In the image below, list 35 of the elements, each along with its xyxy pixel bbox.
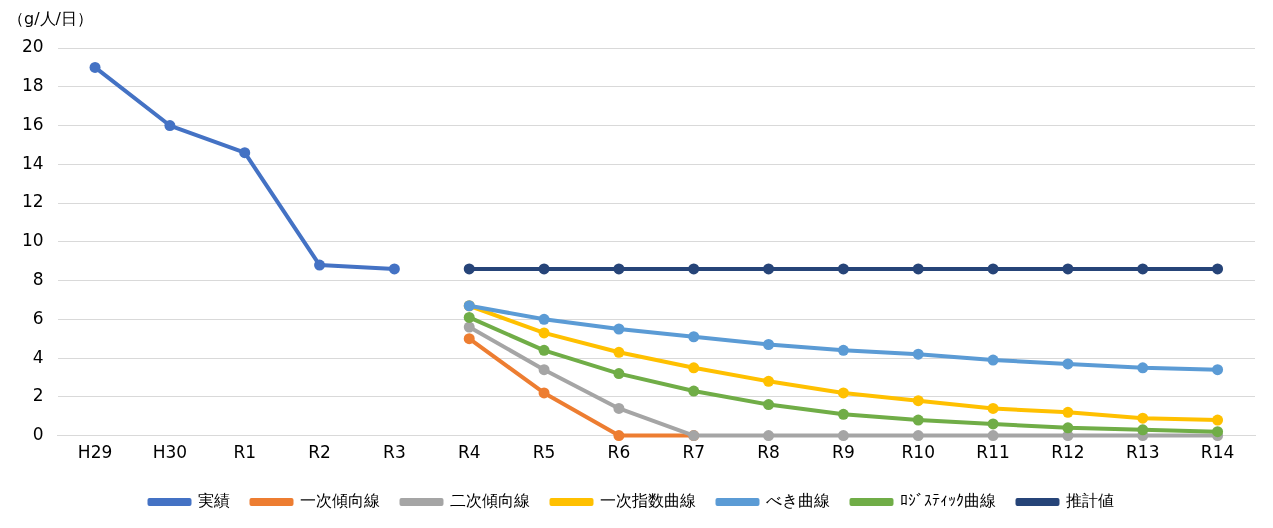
legend-label: 一次傾向線 [299, 491, 380, 511]
x-tick-label: R14 [1200, 442, 1235, 463]
y-tick-label: 14 [21, 152, 44, 173]
x-tick-label: R1 [233, 442, 257, 463]
x-tick-label: R2 [308, 442, 331, 463]
x-tick-label: H29 [77, 442, 113, 463]
legend-label: ﾛｼﾞｽﾃｨｯｸ曲線 [899, 491, 996, 511]
y-tick-label: 18 [21, 75, 44, 96]
y-tick-label: 12 [21, 191, 44, 212]
x-tick-label: R13 [1126, 442, 1160, 463]
x-tick-label: R7 [682, 442, 706, 463]
legend-label: べき曲線 [765, 491, 830, 511]
y-tick-label: 2 [32, 385, 44, 406]
legend-label: 実績 [197, 491, 230, 511]
y-tick-label: 4 [32, 346, 44, 367]
x-tick-label: H30 [152, 442, 188, 463]
x-tick-label: R12 [1051, 442, 1085, 463]
y-axis-title: （g/人/日） [8, 9, 93, 29]
legend-label: 一次指数曲線 [599, 491, 696, 511]
x-tick-label: R8 [757, 442, 780, 463]
y-tick-label: 20 [21, 36, 44, 57]
legend-label: 推計値 [1065, 491, 1114, 511]
x-tick-label: R11 [976, 442, 1010, 463]
legend-label: 二次傾向線 [449, 491, 530, 511]
x-tick-label: R9 [832, 442, 855, 463]
y-tick-label: 6 [32, 307, 44, 328]
x-tick-label: R4 [457, 442, 481, 463]
y-tick-label: 16 [21, 113, 44, 134]
x-tick-label: R3 [383, 442, 406, 463]
x-tick-label: R10 [901, 442, 935, 463]
x-tick-label: R6 [607, 442, 631, 463]
y-tick-label: 8 [32, 268, 44, 289]
y-tick-label: 0 [32, 424, 44, 445]
x-tick-label: R5 [532, 442, 556, 463]
y-tick-label: 10 [21, 230, 44, 251]
